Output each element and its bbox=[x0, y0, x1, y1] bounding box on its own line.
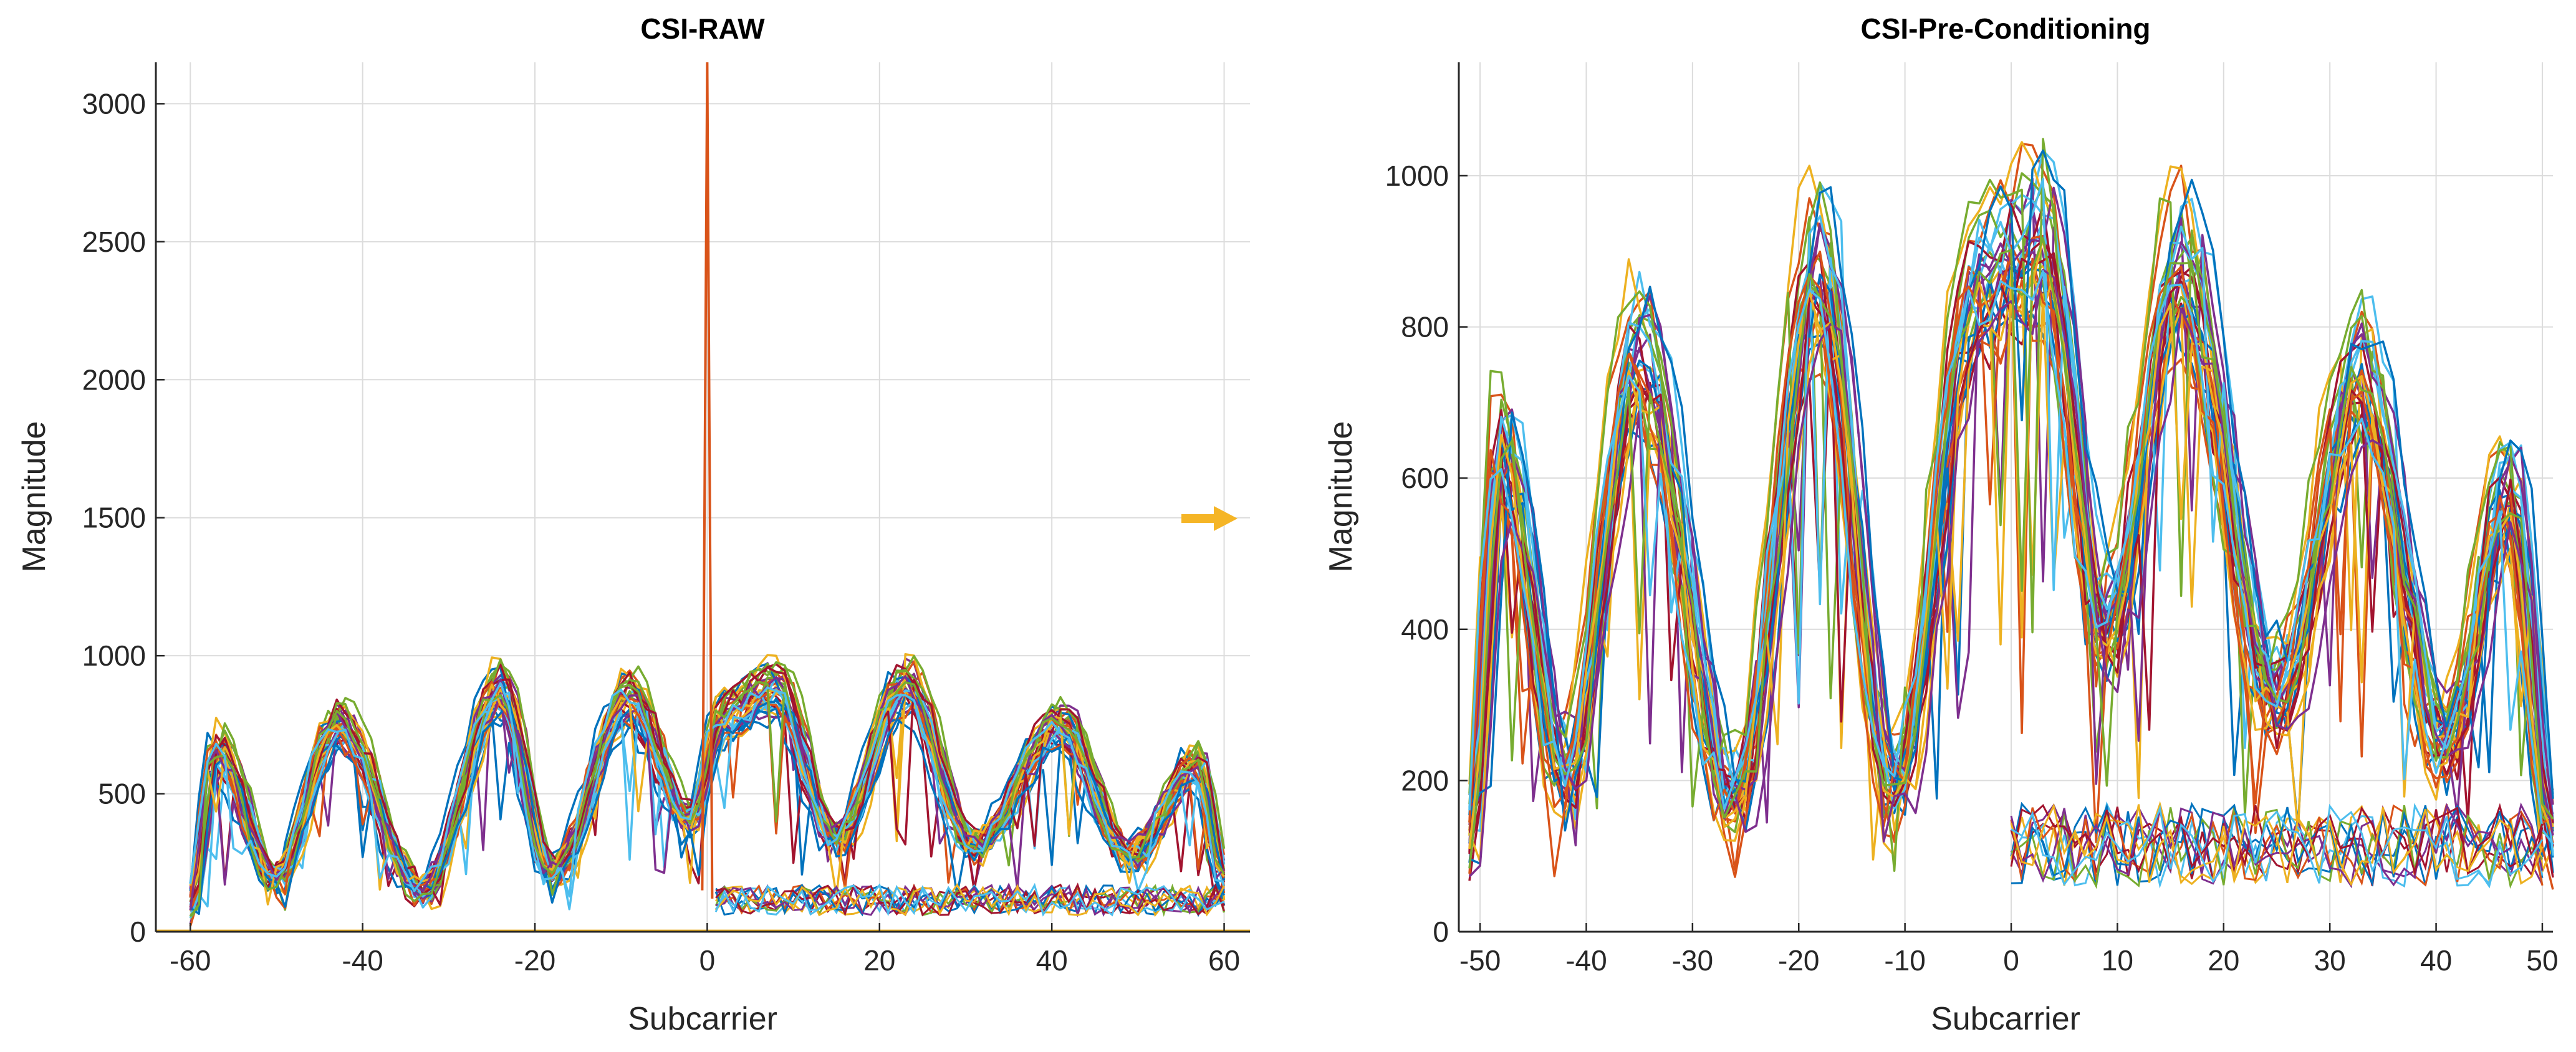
dc-spike-line bbox=[701, 62, 714, 899]
y-tick-label: 500 bbox=[98, 778, 146, 810]
y-tick-label: 600 bbox=[1401, 462, 1449, 494]
x-tick-label: -50 bbox=[1459, 944, 1501, 977]
chart-title: CSI-Pre-Conditioning bbox=[1860, 12, 2150, 45]
series-line bbox=[1468, 237, 2554, 869]
y-tick-label: 1000 bbox=[1385, 160, 1449, 192]
x-tick-label: 20 bbox=[863, 944, 895, 977]
series-line bbox=[1468, 149, 2554, 832]
low-series-line bbox=[2010, 802, 2544, 889]
series-line bbox=[1468, 138, 2554, 872]
x-tick-label: -60 bbox=[170, 944, 211, 977]
y-tick-label: 2500 bbox=[82, 226, 146, 258]
x-tick-label: 50 bbox=[2526, 944, 2558, 977]
series-line bbox=[189, 682, 1224, 898]
tick-labels: -50 -40 -30 -20 -10 0 10 20 30 40 50 0 200 400 600 800 1… bbox=[1385, 160, 2559, 977]
low-series-line bbox=[2011, 803, 2544, 889]
y-tick-label: 400 bbox=[1401, 613, 1449, 646]
x-tick-label: 0 bbox=[699, 944, 716, 977]
x-tick-label: 40 bbox=[1036, 944, 1068, 977]
y-tick-label: 200 bbox=[1401, 764, 1449, 796]
y-tick-label: 1000 bbox=[82, 639, 146, 672]
chart-csi-raw: -60 -40 -20 0 20 40 60 0 500 1000 1500 2000 2500 3000… bbox=[16, 12, 1250, 1037]
arrow-shaft bbox=[1181, 514, 1216, 523]
x-tick-label: 40 bbox=[2420, 944, 2452, 977]
x-tick-label: -30 bbox=[1672, 944, 1713, 977]
trace-group bbox=[1468, 138, 2554, 890]
y-tick-label: 0 bbox=[1433, 916, 1449, 948]
y-axis-label: Magnitude bbox=[16, 421, 52, 573]
x-tick-label: -40 bbox=[342, 944, 383, 977]
x-axis-label: Subcarrier bbox=[1931, 1001, 2080, 1037]
low-series-line bbox=[715, 882, 1225, 917]
chart-csi-pre-conditioning: -50 -40 -30 -20 -10 0 10 20 30 40 50 0 200 400 600 800 1… bbox=[1323, 12, 2559, 1037]
x-tick-label: 30 bbox=[2314, 944, 2346, 977]
series-line bbox=[1468, 270, 2554, 845]
x-tick-label: -20 bbox=[1778, 944, 1819, 977]
x-tick-label: 10 bbox=[2102, 944, 2133, 977]
x-tick-label: -20 bbox=[514, 944, 555, 977]
y-tick-label: 1500 bbox=[82, 502, 146, 534]
axes bbox=[155, 62, 1250, 933]
x-axis-label: Subcarrier bbox=[628, 1001, 777, 1037]
x-tick-label: 0 bbox=[2003, 944, 2019, 977]
chart-title: CSI-RAW bbox=[640, 12, 765, 45]
right-arrow-icon bbox=[1181, 506, 1238, 531]
series-line bbox=[189, 681, 1226, 917]
y-tick-label: 3000 bbox=[82, 87, 146, 120]
series-line bbox=[1468, 269, 2554, 877]
low-series-line bbox=[2010, 801, 2544, 886]
tick-labels: -60 -40 -20 0 20 40 60 0 500 1000 1500 2000 2500 3000 bbox=[82, 87, 1240, 977]
series-line bbox=[190, 694, 1226, 916]
x-tick-label: 60 bbox=[1208, 944, 1240, 977]
axes bbox=[1458, 62, 2553, 933]
x-tick-label: 20 bbox=[2208, 944, 2239, 977]
y-tick-label: 0 bbox=[130, 916, 146, 948]
y-tick-label: 2000 bbox=[82, 363, 146, 396]
low-series-line bbox=[2011, 803, 2544, 887]
x-tick-label: -10 bbox=[1884, 944, 1925, 977]
low-series-line bbox=[714, 882, 1225, 917]
trace-group bbox=[156, 62, 1250, 932]
low-series-line bbox=[715, 882, 1225, 918]
arrow-head bbox=[1214, 506, 1238, 531]
y-tick-label: 800 bbox=[1401, 311, 1449, 343]
y-axis-label: Magnitude bbox=[1323, 421, 1359, 573]
x-tick-label: -40 bbox=[1565, 944, 1607, 977]
